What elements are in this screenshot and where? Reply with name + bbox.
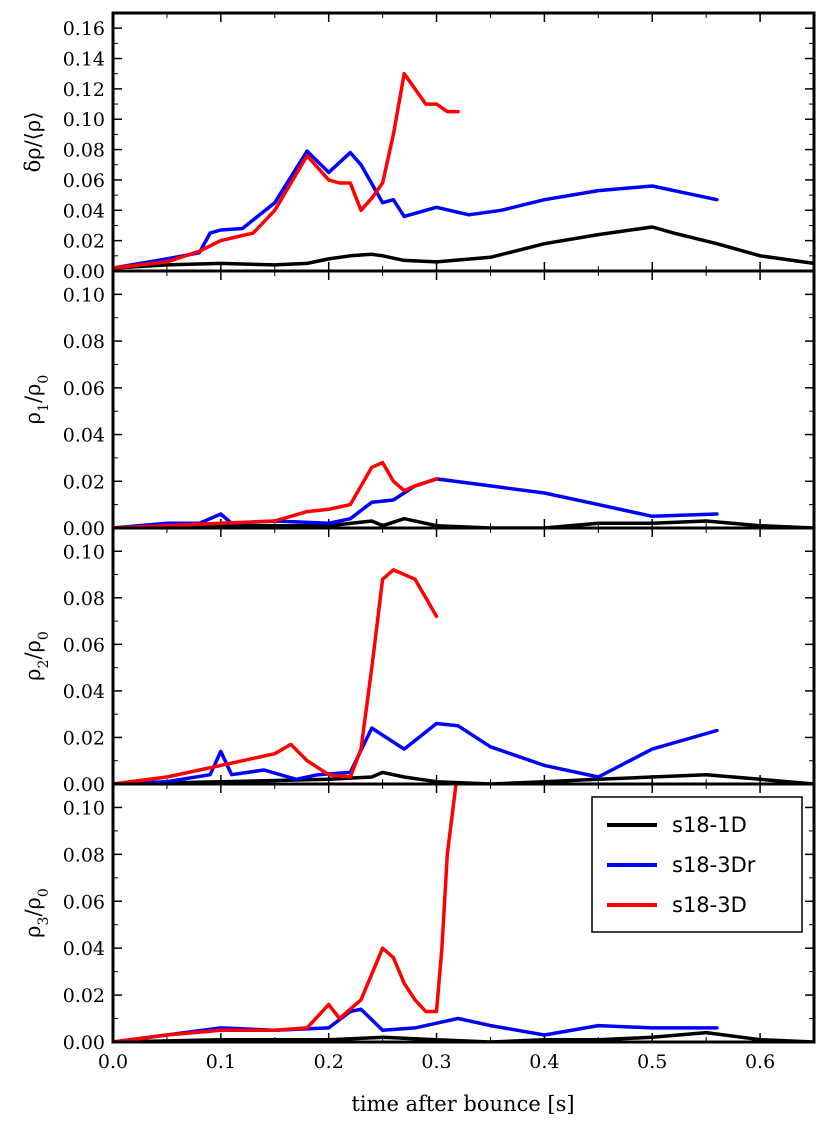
x-tick-label: 0.4 <box>529 1051 559 1073</box>
y-axis-label: ρ1/ρ0 <box>21 375 52 425</box>
panel-3-series <box>113 568 814 784</box>
y-tick-label: 0.08 <box>63 844 105 866</box>
y-tick-label: 0.08 <box>63 588 105 610</box>
panel-frame <box>111 526 816 786</box>
y-tick-label: 0.10 <box>63 109 105 131</box>
y-tick-label: 0.10 <box>63 284 105 306</box>
y-axis-label: ρ3/ρ0 <box>21 888 52 938</box>
panel-frame <box>111 269 816 530</box>
panel-4: 0.00 0.02 0.04 0.06 0.08 0.10 ρ3/ρ0 <box>21 782 816 1054</box>
x-tick-label: 0.0 <box>98 1051 128 1073</box>
panel-1-series <box>113 71 814 270</box>
x-tick-label: 0.3 <box>421 1051 451 1073</box>
y-tick-label: 0.14 <box>63 49 105 71</box>
y-tick-label: 0.06 <box>63 378 105 400</box>
legend-label-s18-3dr: s18-3Dr <box>672 853 756 877</box>
panel-2: 0.00 0.02 0.04 0.06 0.08 0.10 ρ1/ρ0 <box>21 269 816 540</box>
y-tick-label: 0.08 <box>63 331 105 353</box>
panel-2-series <box>113 460 814 528</box>
series-line-s18-1d <box>113 770 814 784</box>
y-tick-label: 0.04 <box>63 681 105 703</box>
y-tick-label: 0.02 <box>63 727 105 749</box>
legend-label-s18-3d: s18-3D <box>672 893 747 917</box>
x-tick-label: 0.6 <box>745 1051 775 1073</box>
y-tick-label: 0.12 <box>63 79 105 101</box>
series-line-s18-3d <box>113 460 439 528</box>
y-tick-label: 0.06 <box>63 170 105 192</box>
series-line-s18-3d <box>113 784 458 1042</box>
y-tick-label: 0.00 <box>63 518 105 540</box>
series-line-s18-1d <box>113 225 814 270</box>
series-line-s18-3dr <box>113 721 719 784</box>
y-tick-label: 0.02 <box>63 985 105 1007</box>
y-tick-label: 0.04 <box>63 938 105 960</box>
y-tick-label: 0.06 <box>63 634 105 656</box>
y-tick-label: 0.04 <box>63 200 105 222</box>
y-axis-label: δρ/⟨ρ⟩ <box>21 112 45 173</box>
y-axis-label: ρ2/ρ0 <box>21 631 52 681</box>
y-tick-label: 0.00 <box>63 261 105 283</box>
panel-3: 0.00 0.02 0.04 0.06 0.08 0.10 ρ2/ρ0 <box>21 526 816 796</box>
panel-1: 0.00 0.02 0.04 0.06 0.08 0.10 0.12 0.14 0.16 δρ/⟨… <box>21 11 816 283</box>
series-line-s18-3d <box>113 568 439 784</box>
legend-label-s18-1d: s18-1D <box>672 813 747 837</box>
y-tick-label: 0.00 <box>63 774 105 796</box>
x-axis-label: time after bounce [s] <box>351 1092 574 1116</box>
series-line-s18-3dr <box>113 149 719 270</box>
y-tick-label: 0.10 <box>63 541 105 563</box>
x-tick-label: 0.2 <box>314 1051 344 1073</box>
series-line-s18-3dr <box>113 477 719 528</box>
y-tick-label: 0.00 <box>63 1032 105 1054</box>
y-tick-label: 0.06 <box>63 891 105 913</box>
legend: s18-1D s18-3Dr s18-3D <box>591 796 803 933</box>
y-tick-label: 0.16 <box>63 18 105 40</box>
panel-frame <box>111 782 816 1044</box>
series-line-s18-3d <box>113 71 460 270</box>
y-tick-label: 0.08 <box>63 140 105 162</box>
y-tick-label: 0.10 <box>63 797 105 819</box>
x-tick-label: 0.5 <box>637 1051 667 1073</box>
y-tick-label: 0.02 <box>63 231 105 253</box>
x-tick-label: 0.1 <box>206 1051 236 1073</box>
y-tick-label: 0.02 <box>63 471 105 493</box>
y-tick-label: 0.04 <box>63 425 105 447</box>
